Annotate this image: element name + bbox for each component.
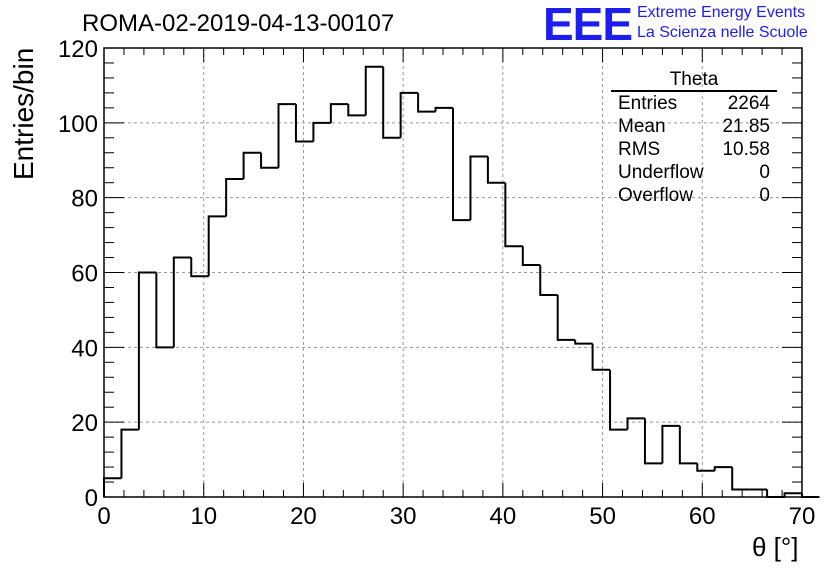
histogram-bin [225,177,244,217]
histogram-bin [469,155,488,221]
histogram-bin [696,463,715,472]
y-tick-label: 40 [71,335,98,362]
stats-label: Entries [618,93,678,114]
y-tick-label: 100 [58,111,98,138]
stats-value: 0 [759,162,770,183]
histogram-bin [399,91,419,138]
y-tick-label: 120 [58,36,98,63]
eee-logo: EEE [543,0,633,50]
run-title: ROMA-02-2019-04-13-00107 [82,10,395,37]
histogram-bin [120,428,139,479]
x-tick-label: 10 [190,503,217,530]
tick-labels: 0 10 20 30 40 50 60 70 0 20 40 60 80 100 120 [58,36,815,530]
histogram-bin [678,425,698,465]
histogram-bin [521,246,541,267]
histogram-series [103,65,820,498]
histogram-bin [417,92,436,113]
stats-row-mean: Mean 21.85 [611,115,777,138]
stats-row-rms: RMS 10.58 [611,138,777,161]
stats-label: RMS [618,139,661,160]
x-axis-label: θ [°] [752,532,799,562]
stats-value: 10.58 [722,139,770,160]
stats-box: Theta Entries 2264 Mean 21.85 RMS 10.58 … [611,70,777,207]
histogram-bin [783,492,802,497]
histogram-bin [539,265,558,296]
stats-row-entries: Entries 2264 [611,92,777,115]
x-tick-label: 50 [589,503,616,530]
x-tick-label: 40 [490,503,517,530]
y-tick-label: 20 [71,410,98,437]
y-tick-label: 60 [71,261,98,288]
histogram-bin [277,103,296,168]
stats-title: Theta [611,70,777,92]
histogram-bin [591,343,611,371]
axes [103,47,803,498]
histogram-bin [190,257,209,278]
x-tick-label: 70 [789,503,816,530]
histogram-bin [242,151,262,179]
histogram-bin [364,65,384,116]
y-tick-label: 0 [85,485,98,512]
x-tick-label: 0 [97,503,110,530]
histogram-bin [294,104,314,143]
histogram-bin [312,121,331,142]
histogram-bin [329,103,349,123]
histogram-bin [207,215,227,277]
y-tick-label: 80 [71,186,98,213]
stats-label: Underflow [618,162,704,183]
x-tick-label: 20 [290,503,317,530]
stats-value: 21.85 [722,116,770,137]
x-tick-label: 60 [689,503,716,530]
histogram-bin [452,107,471,222]
histogram-bin [434,106,453,112]
histogram-bin [260,152,279,169]
histogram-bin [626,417,645,430]
histogram-bin [137,271,157,430]
histogram-bin [609,369,628,431]
histogram-bin [347,104,366,117]
histogram-bin [504,182,523,248]
histogram-bin [661,424,680,464]
histogram-bin [155,272,174,349]
stats-label: Overflow [618,185,693,206]
histogram-bin [103,477,122,497]
x-tick-label: 30 [390,503,417,530]
histogram-bin [713,466,733,471]
stats-row-underflow: Underflow 0 [611,161,777,184]
logo-subtitle-line1: Extreme Energy Events [637,4,806,21]
histogram-bin [486,156,506,184]
stats-value: 0 [759,185,770,206]
logo-subtitle-line2: La Scienza nelle Scuole [637,24,808,41]
histogram-bin [382,66,401,139]
histogram-bin [643,418,663,465]
stats-row-overflow: Overflow 0 [611,184,777,207]
stats-value: 2264 [727,93,770,114]
stats-label: Mean [618,116,666,137]
histogram-bin [556,294,576,341]
y-axis-label: Entries/bin [8,47,39,180]
histogram-bin [801,493,820,498]
histogram-bin [172,256,192,348]
histogram-bin [574,339,593,345]
histogram-bin [731,467,750,491]
